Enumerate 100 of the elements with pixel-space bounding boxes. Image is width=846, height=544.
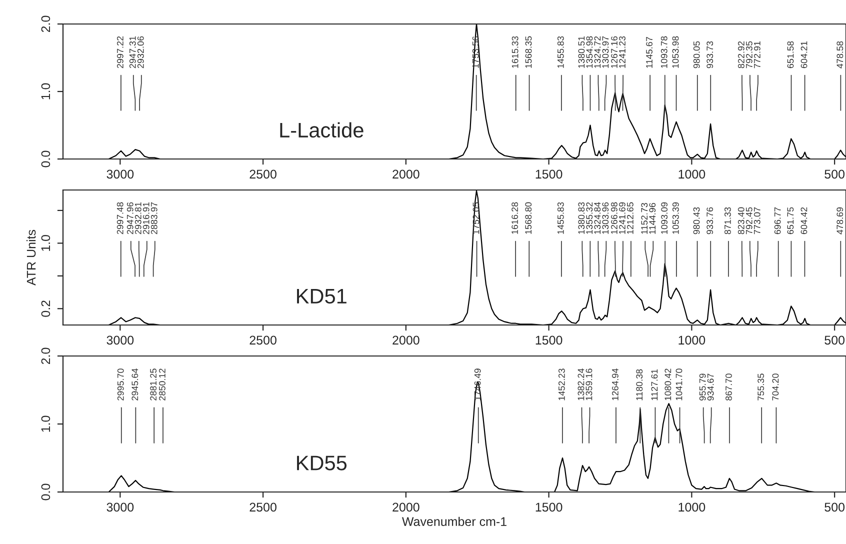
- annotation: 604.21: [800, 41, 808, 68]
- annotation: 755.35: [758, 374, 764, 400]
- annotation: 1452.23: [558, 368, 565, 400]
- x-tick-label: 1000: [678, 336, 706, 345]
- annotation: 1152.73: [641, 202, 648, 234]
- y-tick-label: 1.0: [41, 416, 50, 432]
- annotation: 1615.33: [512, 36, 518, 68]
- x-tick-label: 2500: [250, 170, 276, 179]
- annotation: 1354.98: [586, 36, 593, 68]
- x-tick-label: 500: [824, 170, 845, 179]
- annotation: 980.43: [693, 207, 700, 234]
- annotation: 1145.67: [646, 37, 652, 68]
- annotation: 604.42: [800, 207, 808, 234]
- annotation: 933.73: [706, 41, 714, 68]
- annotation: 823.40: [738, 207, 744, 234]
- x-axis-title: Wavenumber cm-1: [402, 516, 506, 526]
- annotation: 934.67: [707, 374, 714, 400]
- x-tick-label: 1500: [536, 336, 562, 345]
- annotation: 1380.51: [578, 36, 585, 68]
- annotation: L-Lactide: [280, 122, 364, 138]
- annotation: 1144.96: [649, 202, 656, 234]
- annotation: 478.69: [836, 207, 844, 234]
- annotation: 867.70: [726, 374, 732, 400]
- x-tick-label: 2500: [250, 336, 276, 345]
- x-tick-label: 500: [824, 502, 845, 512]
- x-tick-label: 2000: [392, 170, 420, 179]
- annotation: 1041.70: [676, 368, 682, 400]
- annotation: 773.07: [754, 207, 760, 234]
- annotation: 822.92: [738, 41, 744, 68]
- annotation: KD55: [297, 456, 347, 470]
- annotation: 1380.83: [578, 202, 585, 234]
- annotation: 2932.81: [134, 202, 142, 234]
- annotation: 1753.56: [472, 36, 479, 68]
- y-tick-label: 1.0: [41, 234, 50, 251]
- annotation: 1616.28: [512, 202, 518, 234]
- annotation: 1241.69: [619, 202, 626, 234]
- annotation: 1266.98: [611, 202, 618, 234]
- annotation: 1752.05: [472, 202, 480, 234]
- annotation: 1303.96: [602, 202, 609, 234]
- annotation: 1455.83: [557, 202, 564, 234]
- annotation: 955.79: [699, 374, 706, 400]
- annotation: 1093.78: [660, 36, 668, 68]
- y-tick-label: 1.0: [41, 83, 50, 100]
- annotation: 1093.09: [661, 202, 668, 234]
- x-tick-label: 3000: [106, 170, 134, 179]
- y-tick-label: 2.0: [41, 348, 50, 364]
- annotation: 696.77: [774, 207, 781, 234]
- annotation: 1568.35: [525, 36, 532, 68]
- x-tick-label: 2000: [392, 336, 420, 345]
- annotation: 2997.48: [116, 202, 124, 234]
- annotation: 871.33: [724, 207, 731, 234]
- x-tick-label: 2500: [250, 502, 276, 512]
- x-tick-label: 1500: [536, 502, 562, 512]
- annotation: 1746.49: [474, 368, 481, 400]
- annotation: 651.58: [787, 41, 794, 68]
- annotation: 1264.94: [612, 368, 618, 400]
- annotation: 1382.24: [578, 368, 584, 400]
- annotation: 792.45: [746, 207, 752, 234]
- annotation: 2883.97: [150, 202, 158, 234]
- annotation: 2997.22: [116, 36, 124, 68]
- annotation: 2995.70: [117, 368, 124, 400]
- annotation: 2916.91: [142, 202, 150, 234]
- annotation: 704.20: [772, 374, 779, 400]
- annotation: 1455.83: [557, 36, 564, 68]
- annotation: 2881.25: [150, 368, 157, 400]
- annotation: 1355.32: [586, 202, 593, 234]
- annotation: 772.91: [754, 41, 760, 68]
- annotation: 1241.23: [619, 36, 626, 68]
- x-tick-label: 500: [824, 336, 845, 345]
- annotation: 2947.96: [126, 202, 134, 234]
- x-tick-label: 1000: [678, 502, 706, 512]
- annotation: 1568.80: [525, 202, 532, 234]
- annotation: 1324.84: [594, 202, 601, 234]
- y-tick-label: 0.2: [41, 300, 50, 317]
- x-tick-label: 1500: [536, 170, 562, 179]
- annotation: 2947.31: [129, 36, 136, 68]
- y-tick-label: 0.0: [41, 150, 50, 168]
- annotation: 1212.65: [627, 202, 634, 234]
- x-tick-label: 2000: [392, 502, 420, 512]
- annotation: 1127.61: [651, 369, 658, 400]
- annotation: 933.76: [706, 207, 714, 234]
- x-tick-label: 3000: [106, 502, 134, 512]
- annotation: 2945.64: [132, 368, 138, 400]
- annotation: 980.05: [693, 41, 700, 68]
- y-tick-label: 0.0: [41, 484, 50, 500]
- y-tick-label: 2.0: [41, 16, 50, 32]
- y-axis-title: ATR Units: [26, 230, 36, 286]
- x-tick-label: 1000: [678, 170, 706, 179]
- annotation: KD51: [297, 289, 346, 304]
- annotation: 1053.98: [672, 36, 679, 68]
- annotation: 1324.72: [594, 36, 601, 68]
- annotation: 1080.42: [664, 368, 672, 400]
- annotation: 1359.16: [586, 368, 592, 400]
- annotation: 2932.06: [137, 36, 144, 68]
- annotation: 651.75: [787, 207, 794, 234]
- annotation: 1303.97: [602, 36, 609, 68]
- annotation: 1053.39: [672, 202, 679, 234]
- annotation: 2850.12: [159, 368, 166, 400]
- annotation: 792.35: [746, 41, 752, 68]
- x-tick-label: 3000: [106, 336, 134, 345]
